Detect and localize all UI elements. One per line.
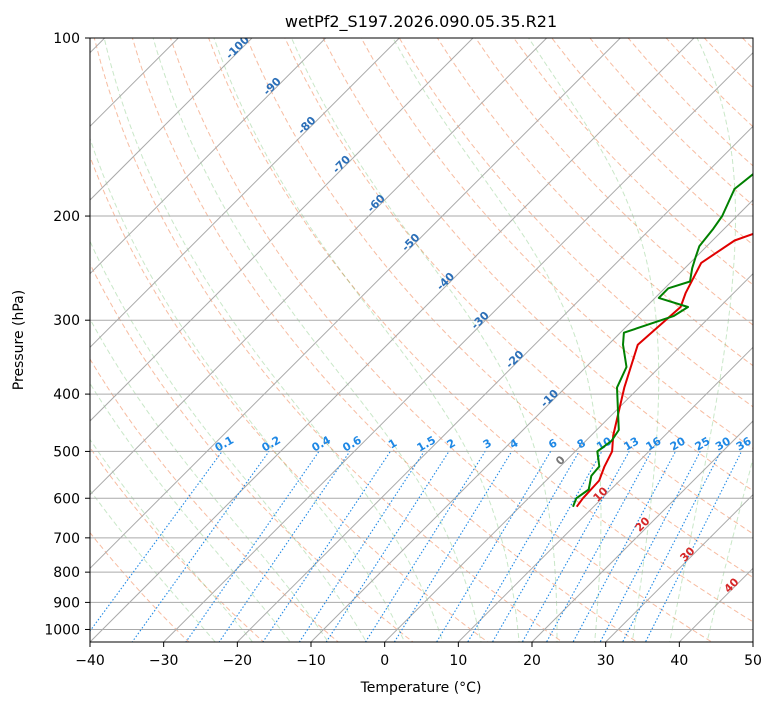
- dry-adiabat-line: [93, 38, 564, 642]
- mixing-ratio-line: [218, 451, 351, 642]
- isotherm-line: [457, 346, 753, 642]
- x-tick-label: −30: [149, 653, 179, 669]
- isotherm-line: [90, 38, 400, 349]
- chart-title: wetPf2_S197.2026.090.05.35.R21: [285, 12, 557, 32]
- dry-adiabat-line: [131, 38, 638, 642]
- x-tick-label: −20: [223, 653, 253, 669]
- moist-adiabat-line: [90, 318, 329, 642]
- y-tick-label: 500: [53, 444, 80, 460]
- y-tick-label: 800: [53, 565, 80, 581]
- y-axis-label: Pressure (hPa): [11, 290, 27, 390]
- y-tick-label: 400: [53, 387, 80, 403]
- moist-adiabat-line: [669, 38, 736, 642]
- moist-adiabat-line: [103, 38, 444, 642]
- dry-adiabat-line: [90, 155, 489, 642]
- mixing-ratio-line: [364, 451, 486, 642]
- isotherm-line: [236, 125, 753, 642]
- mixing-ratio-line: [393, 451, 513, 642]
- moist-adiabat-line: [528, 38, 660, 642]
- dewpoint-profile-line: [572, 173, 753, 508]
- x-tick-label: 50: [744, 653, 762, 669]
- mixing-ratio-line: [491, 451, 603, 642]
- isotherm-line: [90, 38, 474, 422]
- x-tick-label: −40: [75, 653, 105, 669]
- x-axis: −40 −30 −20 −10 0 10 20 30 40 50: [75, 642, 762, 669]
- moist-adiabat-line: [152, 38, 482, 642]
- mixing-ratio-line: [325, 451, 450, 642]
- dry-adiabat-line: [208, 38, 753, 623]
- x-tick-label: 0: [380, 653, 389, 669]
- x-tick-label: 40: [670, 653, 688, 669]
- background-lines: [90, 38, 753, 642]
- dry-adiabat-line: [169, 38, 713, 642]
- x-tick-label: 20: [523, 653, 541, 669]
- mixing-ratio-line: [545, 451, 652, 642]
- temperature-profile-line: [575, 232, 753, 508]
- isotherm-line: [90, 38, 621, 570]
- profile-series: [572, 173, 753, 508]
- mixing-ratio-label: 36: [734, 434, 754, 453]
- isotherm-line: [90, 38, 327, 275]
- x-axis-label: Temperature (°C): [360, 680, 482, 696]
- dry-adiabat-line: [246, 38, 753, 578]
- moist-adiabat-line: [213, 38, 520, 642]
- y-tick-label: 100: [53, 31, 80, 47]
- isotherm-line: [605, 493, 753, 642]
- dry-adiabat-line: [475, 38, 753, 326]
- mixing-ratio-line: [521, 451, 630, 642]
- isotherm-line: [384, 272, 753, 642]
- mixing-ratio-line: [467, 451, 580, 642]
- isotherm-line: [90, 38, 253, 201]
- x-tick-label: −10: [296, 653, 326, 669]
- mixing-ratio-line: [644, 451, 742, 642]
- dry-adiabat-line: [90, 262, 414, 642]
- isotherm-line: [310, 199, 753, 642]
- y-tick-label: 300: [53, 313, 80, 329]
- y-tick-label: 1000: [44, 622, 80, 638]
- plot-frame: [89, 37, 754, 643]
- isotherm-line: [90, 38, 548, 496]
- dry-adiabat-line: [436, 38, 753, 367]
- mixing-ratio-line: [262, 451, 391, 642]
- isotherm-line: [163, 51, 753, 642]
- dry-adiabat-line: [322, 38, 753, 492]
- dry-adiabat-line: [90, 358, 339, 642]
- isotherm-line: [531, 420, 753, 642]
- y-tick-label: 600: [53, 491, 80, 507]
- mixing-ratio-line: [131, 451, 270, 642]
- moist-adiabat-line: [90, 239, 367, 642]
- mixing-ratio-line: [185, 451, 320, 642]
- y-axis: 100 200 300 400 500 600 700 800 900 1000: [44, 31, 90, 638]
- x-tick-label: 10: [449, 653, 467, 669]
- mixing-ratio-line: [435, 451, 552, 642]
- y-tick-label: 900: [53, 595, 80, 611]
- y-tick-label: 700: [53, 531, 80, 547]
- isotherm-line: [90, 38, 695, 642]
- x-tick-label: 30: [597, 653, 615, 669]
- mixing-ratio-line: [622, 451, 722, 642]
- dry-adiabat-line: [513, 38, 753, 286]
- y-tick-label: 200: [53, 209, 80, 225]
- dry-adiabat-line: [284, 38, 753, 535]
